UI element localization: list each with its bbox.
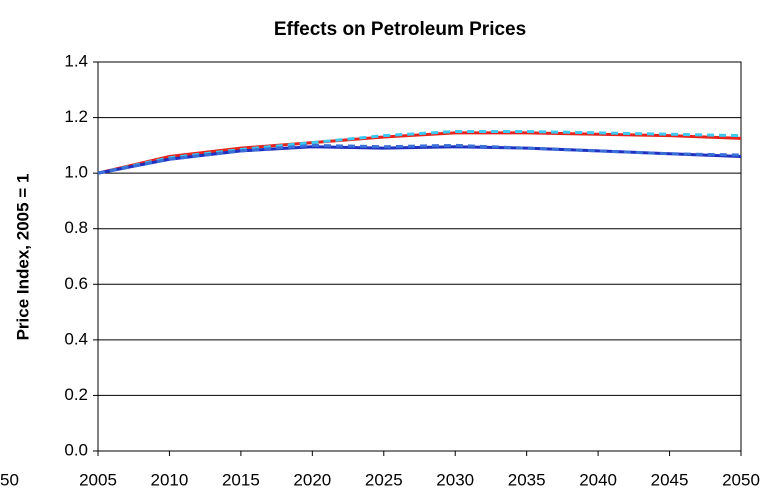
y-axis-label: Price Index, 2005 = 1	[13, 174, 32, 341]
chart-title: Effects on Petroleum Prices	[274, 19, 526, 40]
y-tick-label: 0.6	[64, 274, 88, 293]
y-tick-label: 1.0	[64, 163, 88, 182]
x-tick-label: 2025	[365, 470, 403, 489]
x-tick-label: 2005	[79, 470, 117, 489]
x-tick-label: 2045	[651, 470, 689, 489]
series-line	[97, 145, 742, 175]
y-tick-label: 1.2	[64, 107, 88, 126]
x-tick-label: 2010	[151, 470, 189, 489]
y-tick-label: 0.8	[64, 218, 88, 237]
x-tick-label: 2035	[508, 470, 546, 489]
cropped-label: 50	[0, 470, 19, 489]
x-tick-label: 2040	[579, 470, 617, 489]
y-tick-label: 0.2	[64, 385, 88, 404]
x-tick-label: 2020	[293, 470, 331, 489]
y-tick-label: 0.4	[64, 329, 88, 348]
x-tick-label: 2030	[436, 470, 474, 489]
y-tick-label: 1.4	[64, 51, 88, 70]
x-tick-label: 2050	[722, 470, 760, 489]
series-line	[97, 143, 742, 175]
y-tick-label: 0.0	[64, 440, 88, 459]
plot-frame	[97, 61, 742, 452]
x-tick-label: 2015	[222, 470, 260, 489]
